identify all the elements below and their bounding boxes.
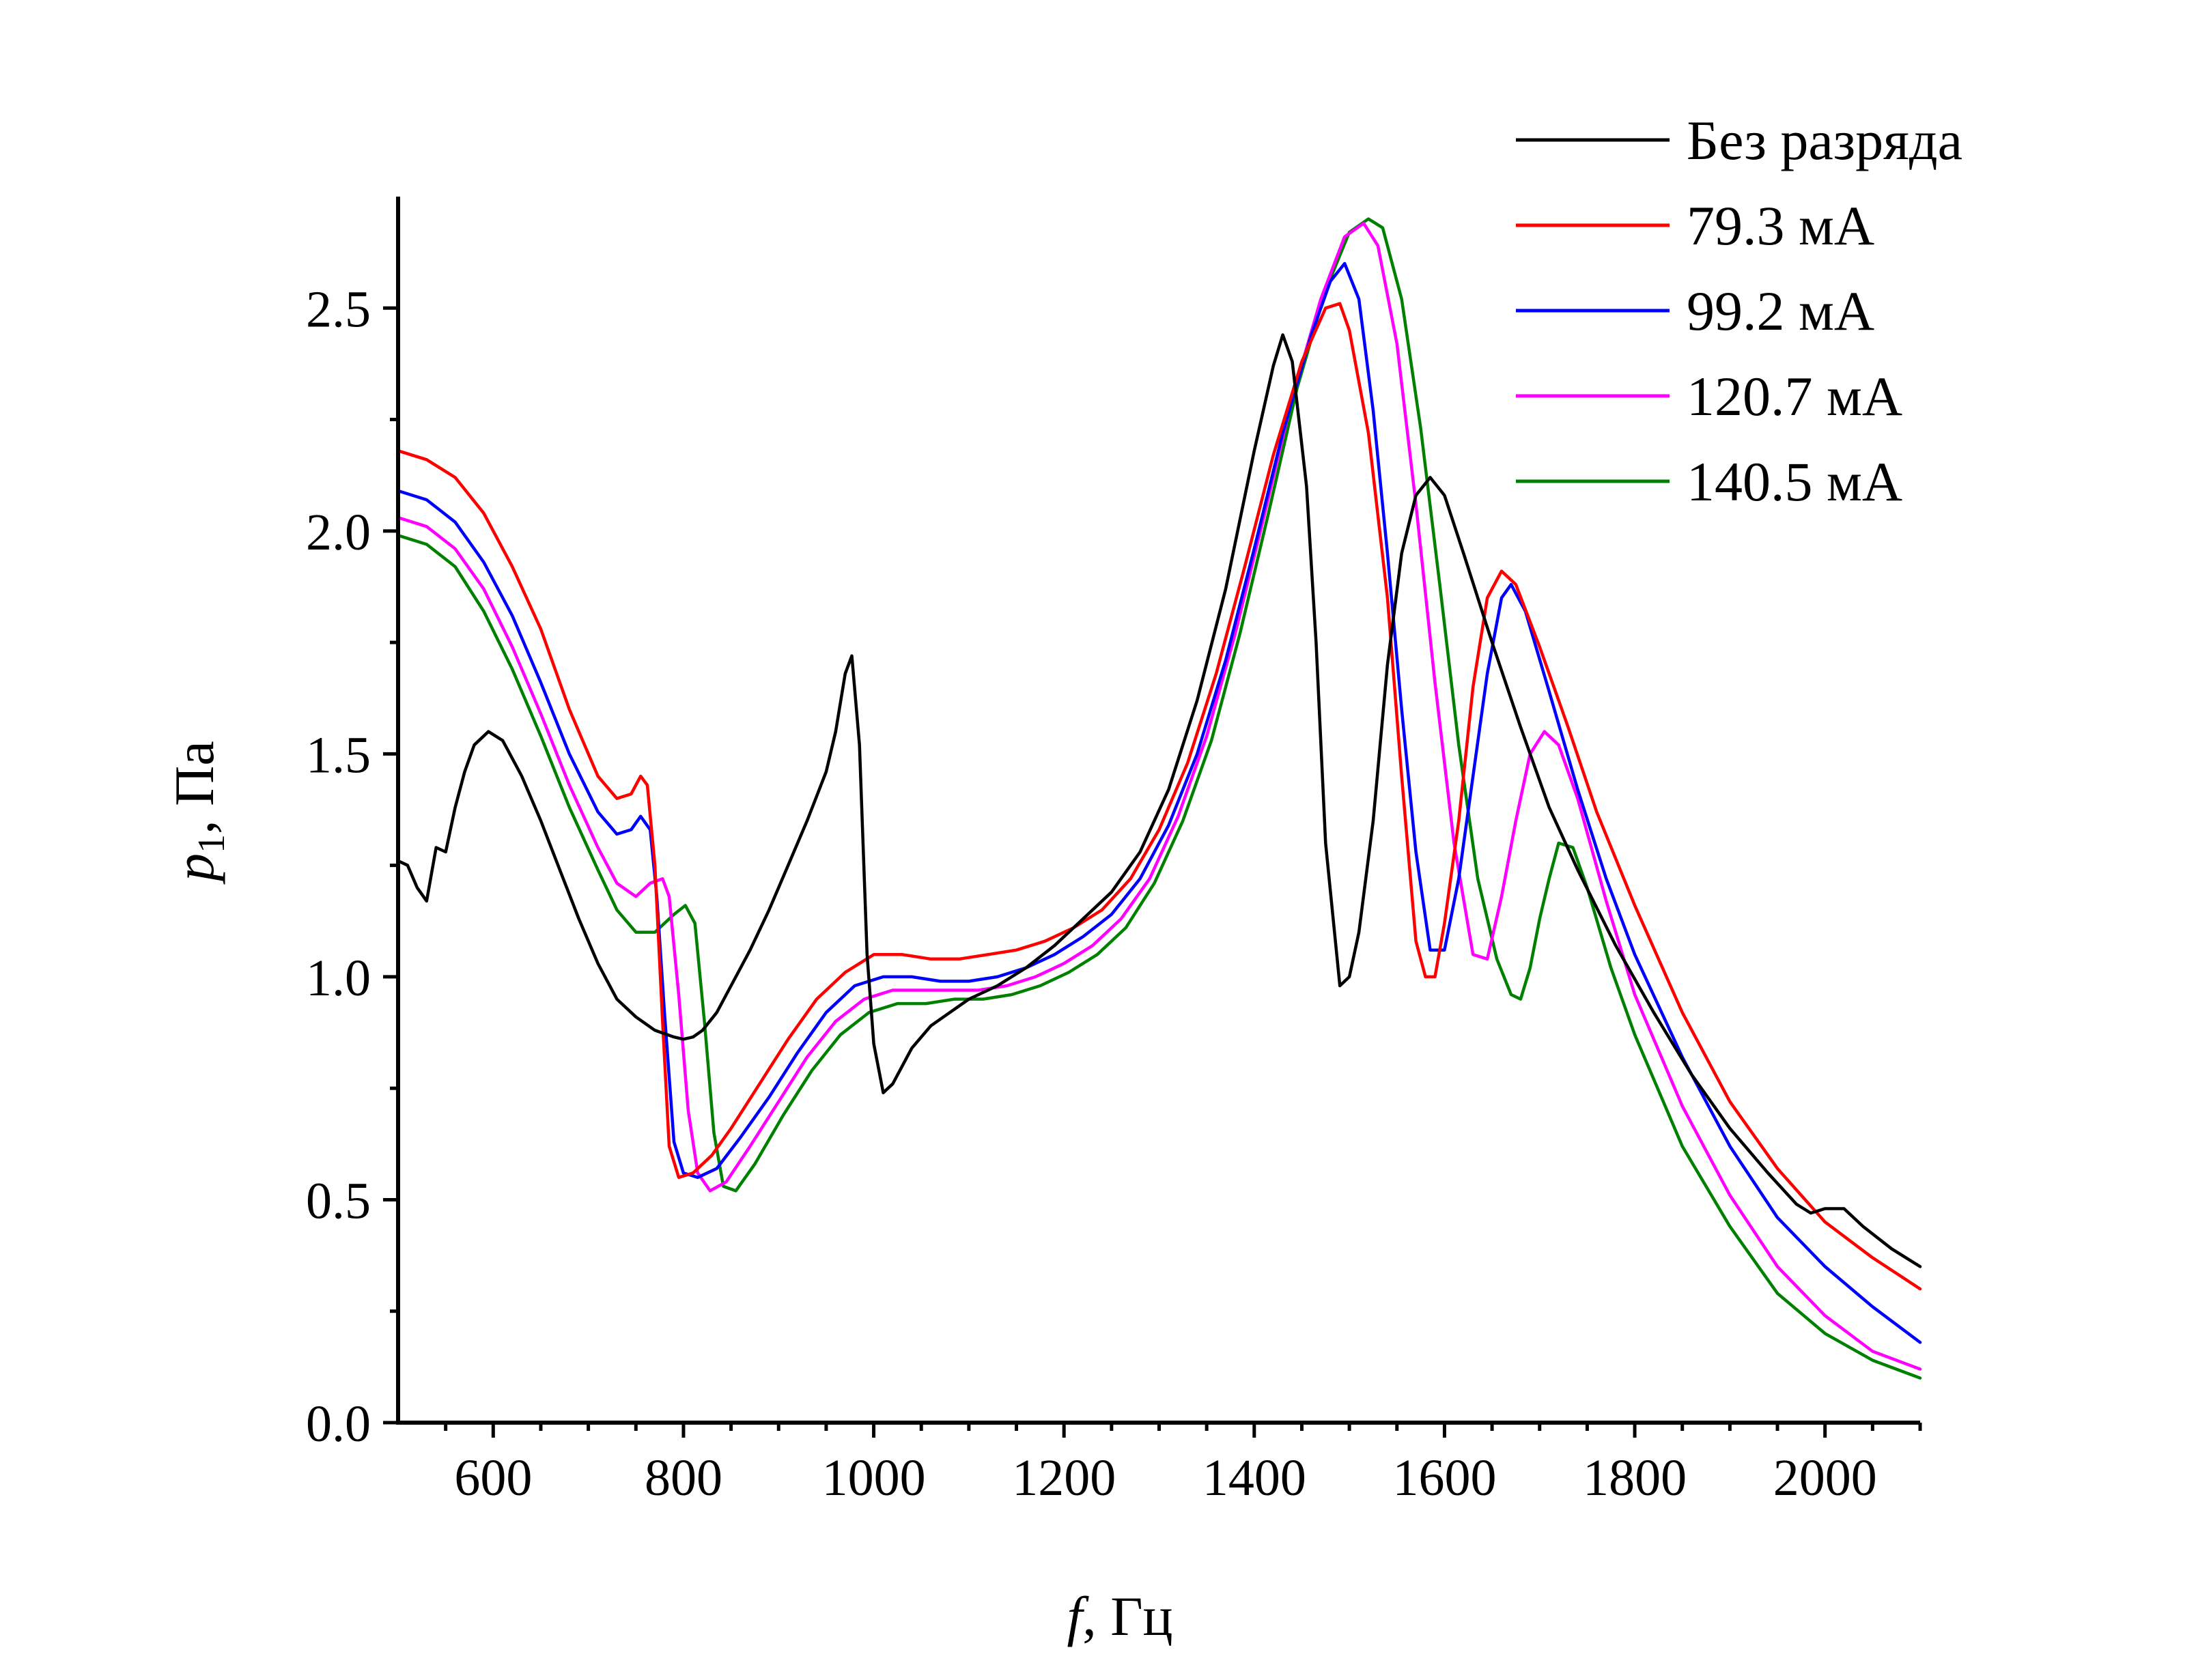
x-tick-label: 2000 — [1773, 1449, 1877, 1507]
y-axis-title: p1, Па — [163, 741, 233, 885]
plot-series — [396, 217, 1922, 1380]
y-tick-label: 0.5 — [306, 1172, 371, 1229]
x-tick-label: 1400 — [1202, 1449, 1306, 1507]
y-tick-label: 0.0 — [306, 1395, 371, 1453]
legend-label: 140.5 мА — [1687, 451, 1902, 513]
y-tick-label: 1.5 — [306, 726, 371, 784]
x-tick-label: 800 — [645, 1449, 722, 1507]
legend-label: 120.7 мА — [1687, 365, 1902, 427]
x-tick-label: 1800 — [1583, 1449, 1687, 1507]
series-line-5 — [396, 217, 1922, 1380]
x-axis-ticks: 600 800 1000 1200 1400 1600 1800 2000 — [444, 1423, 1922, 1507]
x-tick-label: 600 — [454, 1449, 532, 1507]
y-axis-ticks: 0.0 0.5 1.0 1.5 2.0 2.5 — [306, 281, 398, 1453]
legend-label: 99.2 мА — [1687, 280, 1874, 342]
series-line-3 — [396, 261, 1922, 1344]
series-line-2 — [396, 302, 1922, 1291]
legend: Без разряда 79.3 мА 99.2 мА 120.7 мА 140.5 м… — [1516, 109, 1962, 513]
legend-label: Без разряда — [1687, 109, 1962, 171]
x-tick-label: 1200 — [1012, 1449, 1116, 1507]
y-tick-label: 2.5 — [306, 281, 371, 338]
series-line-4 — [396, 221, 1922, 1371]
legend-label: 79.3 мА — [1687, 195, 1874, 257]
series-line-1 — [396, 333, 1922, 1268]
x-tick-label: 1000 — [822, 1449, 926, 1507]
y-tick-label: 2.0 — [306, 504, 371, 561]
y-tick-label: 1.0 — [306, 950, 371, 1007]
x-tick-label: 1600 — [1392, 1449, 1496, 1507]
x-axis-title: f, Гц — [1067, 1585, 1172, 1647]
